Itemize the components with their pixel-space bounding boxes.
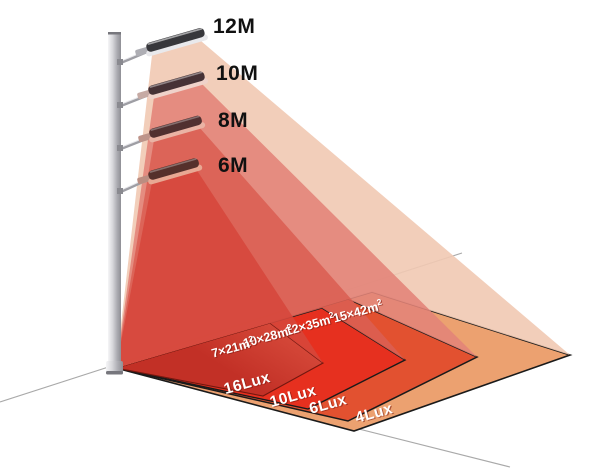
height-label-10m: 10M: [216, 62, 258, 85]
height-label-12m: 12M: [213, 15, 255, 38]
lamp-heads: [135, 28, 208, 185]
lamp-head-10m: [137, 71, 208, 100]
pole-base: [106, 371, 123, 375]
lamp-head-8m: [138, 115, 206, 143]
lamp-head-12m: [135, 28, 208, 57]
pole-shaft: [108, 33, 121, 367]
light-cone-6m: [116, 169, 323, 368]
pole-base-collar: [106, 361, 123, 373]
street-pole: [106, 32, 123, 375]
height-label-8m: 8M: [218, 109, 248, 132]
pole-cap: [108, 32, 121, 35]
height-label-6m: 6M: [218, 154, 248, 177]
lamp-head-6m: [137, 158, 203, 185]
